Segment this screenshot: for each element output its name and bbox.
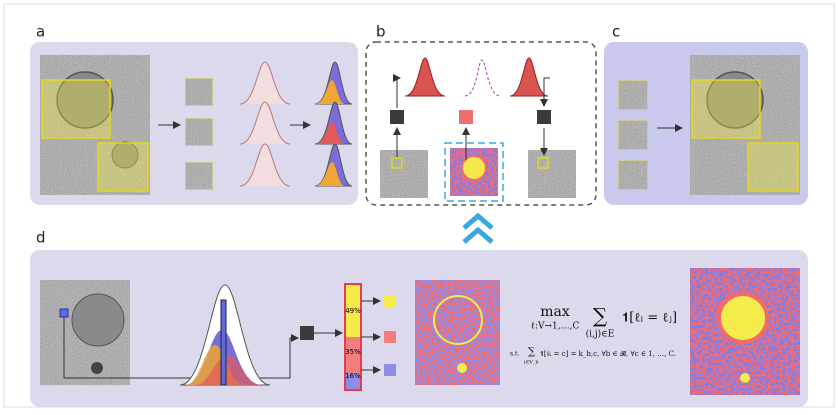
panel-c-shape (618, 120, 648, 150)
panel-d-shape (60, 309, 68, 317)
equation: i∈V_b (524, 360, 539, 366)
panel-a-shape (185, 118, 213, 146)
panel-c-shape (618, 160, 648, 190)
panel-label: d (36, 229, 46, 247)
panel-b-shape (380, 150, 428, 198)
panel-d-shape (221, 300, 226, 385)
equation: ∑ (528, 347, 536, 358)
bar-label: 35% (345, 348, 361, 356)
panel-c (604, 42, 808, 205)
panel-a-shape (185, 162, 213, 190)
bar-label: 49% (345, 307, 361, 315)
equation: max (540, 304, 570, 320)
panel-b-shape (390, 110, 404, 124)
panel-c-shape (618, 80, 648, 110)
panel-label: c (612, 23, 620, 41)
panel-label: b (376, 23, 386, 41)
panel-d-shape (72, 294, 124, 346)
bar-label: 16% (345, 372, 361, 380)
panel-a-shape (98, 143, 148, 191)
equation: 𝟏[ℓᵢ = ℓⱼ] (622, 311, 677, 326)
panel-d-shape (91, 362, 103, 374)
panel-b-shape (459, 110, 473, 124)
panel-a (30, 42, 358, 205)
panel-a-shape (42, 80, 110, 138)
panel-d (30, 250, 808, 407)
equation: s.t. (510, 351, 519, 358)
equation: ∑ (593, 304, 608, 328)
panel-a-shape (185, 78, 213, 106)
equation: 𝟏[ℓᵢ = c] = k_b,c, ∀b ∈ 𝓑, ∀c ∈ 1, …, C. (540, 350, 676, 358)
panel-label: a (36, 23, 45, 41)
panel-d-shape (719, 294, 767, 342)
panel-d-shape (384, 295, 396, 307)
panel-d-shape (384, 364, 396, 376)
panel-c-shape (692, 80, 760, 138)
panel-d-shape (740, 373, 750, 383)
equation: (i,j)∈E (586, 329, 615, 340)
panel-c-shape (748, 143, 798, 191)
panel-d-shape (384, 331, 396, 343)
panel-b (366, 42, 596, 205)
panel-d-shape (457, 363, 467, 373)
panel-d-shape (300, 326, 314, 340)
equation: ℓ:V→1,…,C (531, 322, 580, 332)
panel-b-shape (537, 110, 551, 124)
panel-b-shape (528, 150, 576, 198)
figure: a b c d 49% 35% 16% max ℓ:V→1,…,C ∑ (i,j… (0, 0, 838, 411)
